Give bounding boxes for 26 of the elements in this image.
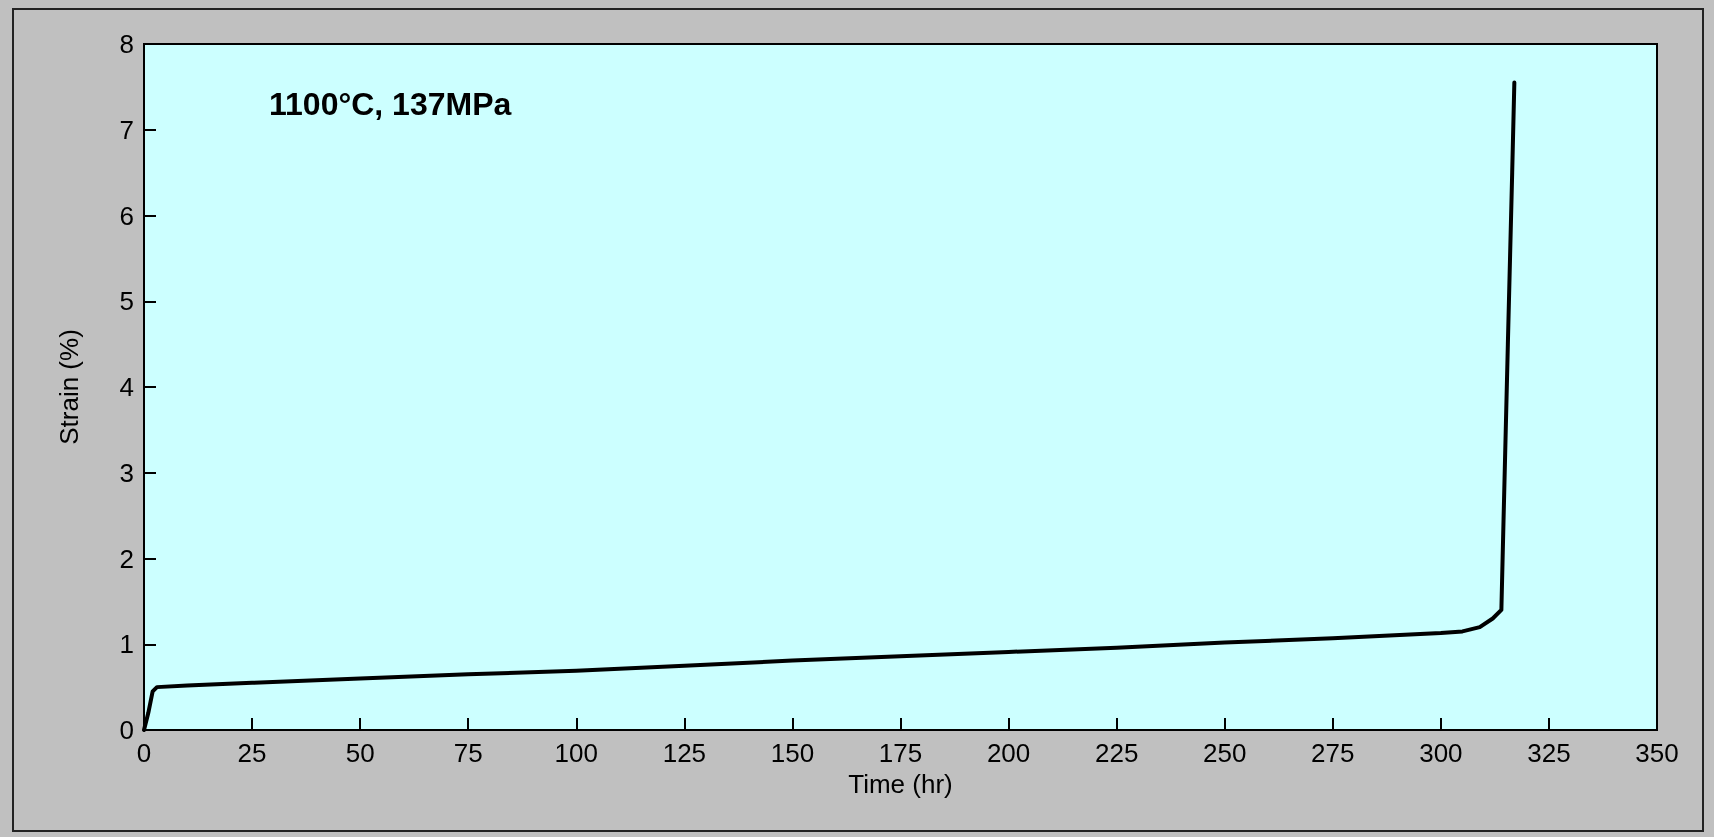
x-tick-label: 100 bbox=[554, 738, 598, 768]
y-tick-label: 3 bbox=[119, 457, 134, 488]
x-tick-label: 150 bbox=[770, 738, 815, 768]
x-tick-label: 200 bbox=[986, 738, 1031, 768]
x-tick-label: 250 bbox=[1203, 738, 1247, 768]
x-tick-label: 275 bbox=[1311, 738, 1355, 768]
y-tick-label: 4 bbox=[119, 372, 134, 402]
y-tick-label: 0 bbox=[119, 715, 134, 745]
x-tick-label: 300 bbox=[1419, 738, 1463, 768]
y-tick-label: 8 bbox=[119, 29, 134, 59]
y-tick-label: 5 bbox=[119, 286, 134, 317]
annotation: 1100°C, 137MPa bbox=[269, 86, 512, 122]
x-tick-label: 350 bbox=[1635, 738, 1679, 768]
x-axis-title: Time (hr) bbox=[848, 768, 953, 799]
x-tick-label: 325 bbox=[1527, 738, 1571, 768]
x-tick-label: 50 bbox=[345, 738, 375, 768]
x-tick-label: 175 bbox=[878, 738, 923, 768]
y-tick-label: 7 bbox=[119, 114, 134, 145]
x-tick-label: 75 bbox=[453, 738, 483, 768]
x-tick-label: 225 bbox=[1094, 738, 1139, 768]
x-tick-label: 125 bbox=[662, 738, 707, 768]
x-tick-label: 25 bbox=[237, 738, 267, 768]
y-tick-label: 1 bbox=[119, 629, 134, 660]
y-axis-title: Strain (%) bbox=[54, 329, 84, 445]
y-tick-label: 2 bbox=[119, 543, 134, 574]
y-tick-label: 6 bbox=[119, 200, 134, 231]
